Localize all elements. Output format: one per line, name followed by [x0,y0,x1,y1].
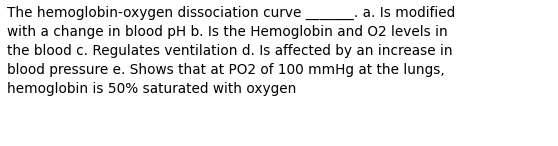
Text: The hemoglobin-oxygen dissociation curve _______. a. Is modified
with a change i: The hemoglobin-oxygen dissociation curve… [7,6,455,96]
